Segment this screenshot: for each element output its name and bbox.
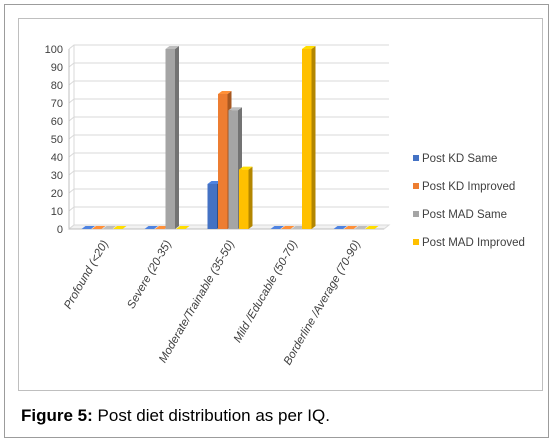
gridline: [68, 80, 389, 86]
figure: 0 10 20 30 40 50 60 70 80 90 100 Profound (<20) Seve…: [4, 4, 549, 438]
y-tick-label: 0: [57, 224, 63, 236]
bar-top: [228, 107, 242, 111]
x-tick-label: Borderline /Average (70-90): [282, 238, 363, 367]
legend-label: Post KD Improved: [422, 181, 515, 193]
bar-side: [311, 46, 316, 229]
x-tick-label: Severe (20-35): [125, 238, 174, 311]
y-tick-label: 90: [51, 62, 63, 74]
figure-caption: Figure 5: Post diet distribution as per …: [21, 406, 330, 426]
y-tick-label: 30: [51, 170, 63, 182]
y-tick-label: 20: [51, 188, 63, 200]
legend-swatch: [413, 183, 419, 189]
bar-top: [165, 46, 179, 49]
chart-frame: 0 10 20 30 40 50 60 70 80 90 100 Profound (<20) Seve…: [18, 18, 543, 391]
bar: [165, 49, 175, 229]
bar-top: [92, 226, 106, 229]
bar-chart: 0 10 20 30 40 50 60 70 80 90 100 Profound (<20) Seve…: [45, 44, 525, 367]
bar: [239, 169, 249, 229]
bar: [302, 49, 312, 229]
bar-top: [291, 226, 305, 229]
bar-top: [102, 226, 116, 229]
bar-top: [281, 226, 295, 229]
gridline: [68, 62, 389, 68]
bar-top: [218, 91, 232, 94]
x-tick-label: Moderate/Trainable (35-50): [157, 238, 237, 365]
bar-top: [81, 226, 95, 229]
bar-top: [113, 226, 127, 229]
bar-top: [207, 181, 221, 184]
legend-label: Post KD Same: [422, 153, 497, 165]
y-tick-label: 50: [51, 134, 63, 146]
legend-swatch: [413, 155, 419, 161]
x-tick-label: Mild /Educable (50-70): [232, 238, 300, 344]
y-tick-label: 10: [51, 206, 63, 218]
bar-top: [176, 226, 190, 229]
legend-label: Post MAD Improved: [422, 237, 525, 249]
x-tick-label: Profound (<20): [62, 238, 111, 311]
bar-top: [354, 226, 368, 229]
bar-top: [239, 166, 253, 170]
bar: [218, 94, 228, 229]
legend-swatch: [413, 211, 419, 217]
bar-top: [302, 46, 316, 49]
bar-top: [270, 226, 284, 229]
bar-side: [175, 46, 179, 229]
legend-label: Post MAD Same: [422, 209, 507, 221]
bar: [207, 184, 217, 229]
bar-top: [144, 226, 158, 229]
bar-top: [344, 226, 358, 229]
gridline: [68, 44, 389, 50]
y-tick-label: 100: [45, 44, 63, 56]
caption-text: Post diet distribution as per IQ.: [97, 406, 330, 425]
y-tick-label: 70: [51, 98, 63, 110]
bar-top: [365, 226, 379, 229]
bar-top: [155, 226, 169, 229]
y-tick-label: 40: [51, 152, 63, 164]
legend-swatch: [413, 239, 419, 245]
caption-label: Figure 5:: [21, 406, 93, 425]
y-tick-label: 60: [51, 116, 63, 128]
y-tick-label: 80: [51, 80, 63, 92]
bar: [228, 110, 238, 229]
bar-side: [248, 166, 253, 229]
bar-top: [333, 226, 347, 229]
